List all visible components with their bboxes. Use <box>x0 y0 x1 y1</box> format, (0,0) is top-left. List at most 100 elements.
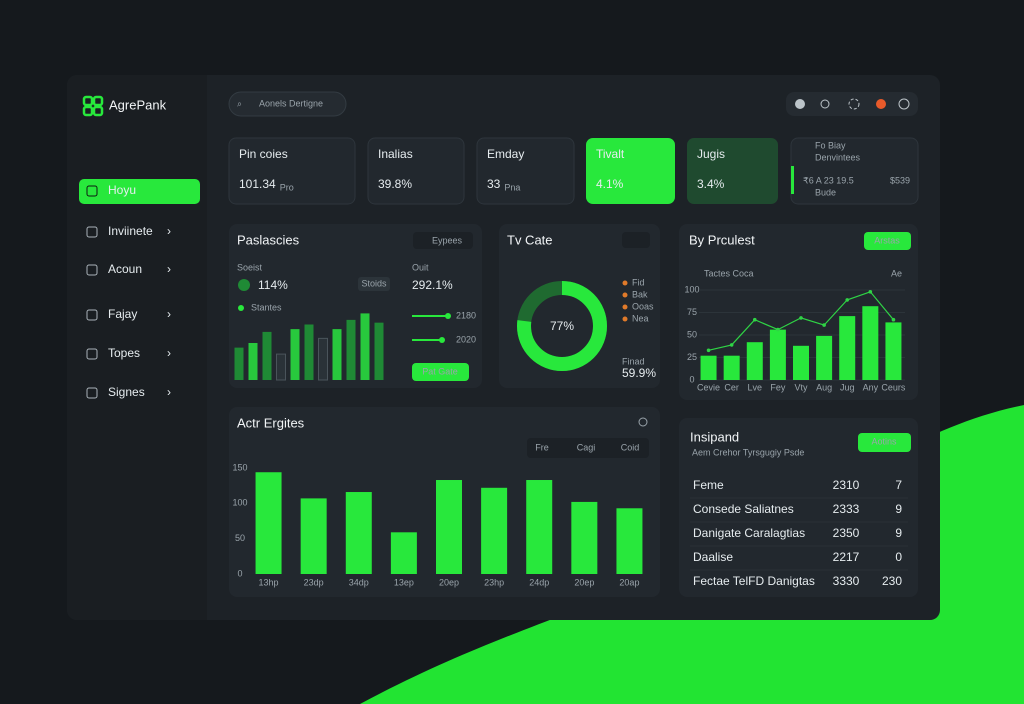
bar <box>816 335 833 380</box>
bar <box>300 498 327 574</box>
tab[interactable]: Coid <box>621 442 640 452</box>
x-tick-label: Any <box>863 382 879 392</box>
toolbar-icons[interactable] <box>795 98 910 110</box>
label: Soeist <box>237 262 263 272</box>
stat-extra-subtitle: Denvintees <box>815 152 861 162</box>
y-tick-label: 100 <box>684 284 699 294</box>
bar <box>360 313 370 380</box>
nav-item[interactable]: Signes <box>108 385 145 399</box>
filter[interactable] <box>413 232 473 249</box>
nav-item[interactable]: Fajay <box>108 307 137 321</box>
stat-card <box>586 138 675 204</box>
brand-icon <box>82 95 104 117</box>
button[interactable] <box>412 363 469 381</box>
cell: Consede Saliatnes <box>693 502 794 516</box>
stat-label: Jugis <box>697 147 725 161</box>
nav-item[interactable]: Inviinete <box>108 224 153 238</box>
stat-extra-row: ₹6 A 23 19.5 <box>803 175 854 185</box>
bar <box>700 355 717 380</box>
legend-dot <box>622 316 628 322</box>
legend-label: Nea <box>632 313 649 323</box>
cell: 2350 <box>833 526 860 540</box>
bar <box>346 319 356 380</box>
x-tick-label: Aug <box>816 382 832 392</box>
cell: 9 <box>895 502 902 516</box>
cell: Daalise <box>693 550 733 564</box>
bar <box>436 480 462 574</box>
cell: 9 <box>895 526 902 540</box>
cell: 230 <box>882 574 902 588</box>
legend-dot <box>622 304 628 310</box>
search-icon: ⌕ <box>237 98 242 108</box>
dropdown[interactable] <box>622 232 650 248</box>
chevron: › <box>167 224 171 238</box>
sidebar <box>67 75 207 620</box>
cell: 3330 <box>833 574 860 588</box>
x-tick-label: 24dp <box>529 577 549 587</box>
x-tick-label: Cevie <box>697 382 720 392</box>
filter-text: Eypees <box>432 235 463 245</box>
nav-item[interactable]: Topes <box>108 346 140 360</box>
button-text: Pat Gate <box>422 366 458 376</box>
search-text: Aonels Dertigne <box>259 98 323 108</box>
button[interactable] <box>864 232 911 250</box>
panel-title: Insipand <box>690 429 739 444</box>
x-tick-label: 20ep <box>439 577 459 587</box>
y-tick-label: 75 <box>687 307 697 317</box>
bar <box>290 329 300 380</box>
subtitle: Aem Crehor Tyrsgugiy Psde <box>692 447 804 457</box>
label: Finad <box>622 356 645 366</box>
cell: Fectae TelFD Danigtas <box>693 574 815 588</box>
button-text: Arstas <box>874 235 900 245</box>
bar <box>374 322 384 380</box>
tab[interactable]: Cagi <box>577 442 596 452</box>
button[interactable] <box>858 433 911 452</box>
bar <box>248 343 258 380</box>
bar <box>318 337 328 381</box>
nav-active[interactable] <box>79 179 200 204</box>
stat-value: 39.8% <box>378 177 412 191</box>
y-tick-label: 0 <box>689 374 694 384</box>
cell: 7 <box>895 478 902 492</box>
x-tick-label: 23hp <box>484 577 504 587</box>
stat-value: 33 <box>487 177 501 191</box>
tabs[interactable] <box>527 438 649 458</box>
x-tick-label: 20ap <box>619 577 639 587</box>
y-tick-label: 150 <box>232 462 247 472</box>
search-box[interactable] <box>228 91 347 117</box>
stat-unit: Pro <box>280 182 294 192</box>
cell: Danigate Caralagtias <box>693 526 805 540</box>
bar <box>255 472 282 574</box>
line-point <box>776 327 780 332</box>
stat-label: Pin coies <box>239 147 288 161</box>
stat-card <box>367 137 465 205</box>
cell: 2333 <box>833 502 860 516</box>
line-point <box>729 343 734 347</box>
legend-label: Fid <box>632 277 645 287</box>
nav-item[interactable]: Hoyu <box>108 183 136 197</box>
line-point <box>891 317 896 322</box>
metric: 292.1% <box>412 278 453 292</box>
stat-extra-title: Fo Biay <box>815 140 846 150</box>
icon[interactable] <box>638 417 648 427</box>
legend-dot <box>622 292 628 298</box>
slider-knob[interactable] <box>439 337 445 343</box>
line-point <box>706 348 711 353</box>
bar <box>769 329 786 380</box>
line-point <box>868 290 873 294</box>
nav-icon <box>86 387 98 399</box>
bar <box>616 508 643 574</box>
legend: Stantes <box>251 302 282 312</box>
dot <box>238 305 244 311</box>
nav-icon <box>86 309 98 321</box>
chevron: › <box>167 385 171 399</box>
stat-value: 4.1% <box>596 177 624 191</box>
slider-knob[interactable] <box>445 313 451 319</box>
x-tick-label: 20ep <box>574 577 594 587</box>
tab[interactable]: Fre <box>535 442 549 452</box>
nav-item[interactable]: Acoun <box>108 262 142 276</box>
slider-text: 2020 <box>456 334 476 344</box>
x-tick-label: Lve <box>748 382 763 392</box>
bar <box>234 347 244 380</box>
